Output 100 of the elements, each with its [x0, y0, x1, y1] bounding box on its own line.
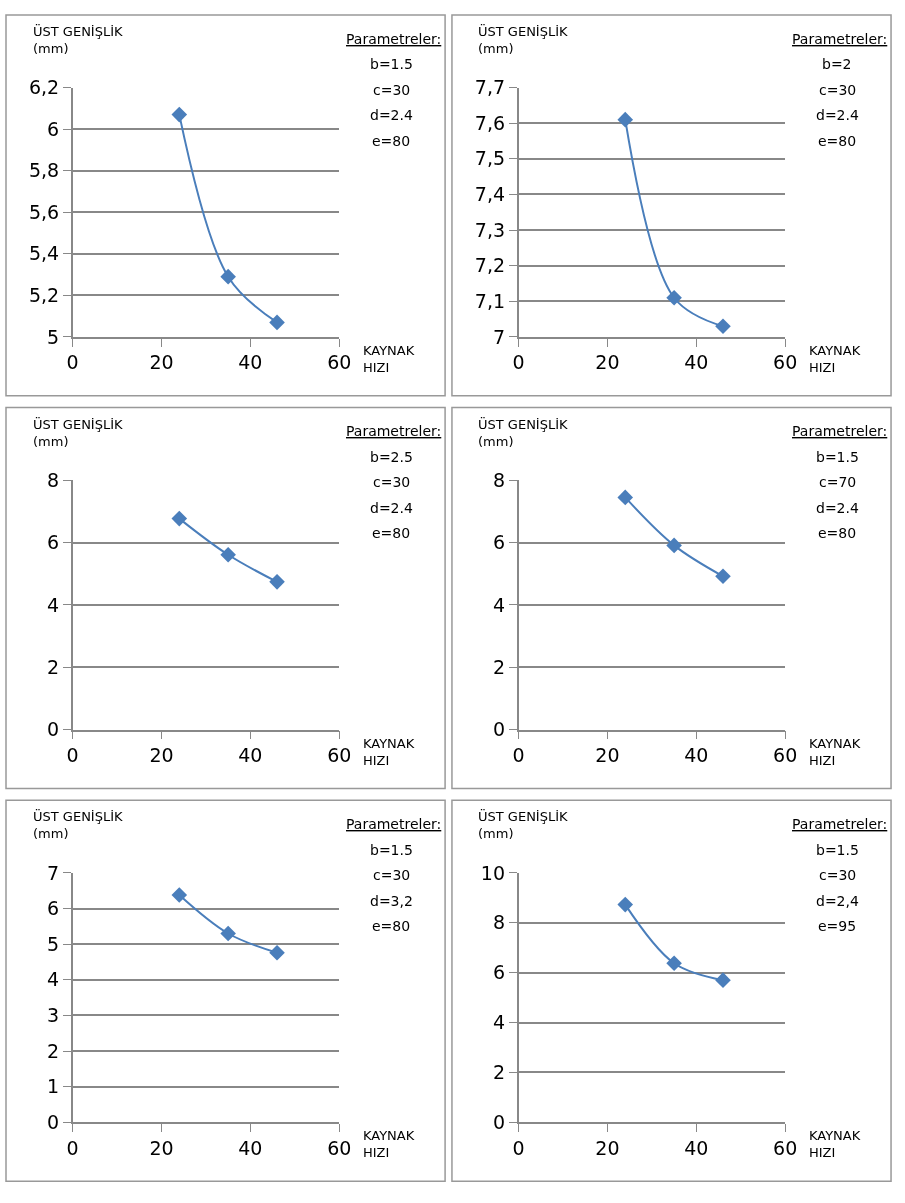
x-tick-label: 40 [238, 744, 263, 767]
x-axis-title: KAYNAK HIZI [363, 343, 415, 375]
text: e=80 [818, 133, 857, 149]
y-tick-label: 4 [47, 968, 60, 991]
y-tick-label: 2 [492, 655, 506, 678]
y-tick-label: 5,4 [28, 242, 60, 265]
y-axis-title: ÜST GENİŞLİK (mm) [478, 23, 569, 56]
x-tick-label: 40 [238, 1136, 263, 1159]
y-tick-label: 8 [492, 468, 506, 491]
text: Parametreler: [792, 816, 888, 832]
y-tick-label: 5,2 [28, 284, 60, 307]
text: d=2.4 [816, 500, 859, 516]
x-axis-title: KAYNAK HIZI [363, 736, 415, 768]
y-axis-title: ÜST GENİŞLİK (mm) [33, 23, 124, 56]
y-tick-label: 6 [47, 117, 60, 140]
text: b=1.5 [816, 842, 859, 858]
y-tick-label: 0 [492, 718, 506, 741]
y-axis-title: ÜST GENİŞLİK (mm) [478, 416, 569, 449]
x-axis-title: KAYNAK HIZI [809, 343, 861, 375]
text: Parametreler: [792, 423, 888, 439]
y-axis-title: ÜST GENİŞLİK (mm) [33, 808, 124, 841]
y-tick-label: 7,2 [474, 254, 506, 277]
x-tick-label: 40 [684, 351, 709, 374]
point [617, 896, 634, 913]
y-tick-label: 5 [47, 932, 60, 955]
text: Parametreler: [346, 816, 442, 832]
point [666, 289, 682, 306]
point [269, 314, 285, 331]
text: Parametreler: [346, 423, 442, 439]
point [666, 537, 682, 554]
x-tick-label: 20 [595, 744, 620, 767]
text: c=30 [373, 867, 411, 883]
text: c=30 [373, 474, 411, 490]
y-tick-label: 6 [492, 531, 506, 554]
point [666, 955, 682, 972]
x-tick-label: 20 [149, 744, 174, 767]
y-tick-label: 6 [47, 531, 60, 554]
x-axis-title: KAYNAK HIZI [809, 736, 861, 768]
x-tick-label: 0 [66, 744, 79, 767]
point [171, 887, 188, 903]
x-tick-label: 20 [149, 1136, 174, 1159]
y-tick-label: 1 [47, 1075, 60, 1098]
x-tick-label: 0 [512, 1136, 525, 1159]
x-tick-label: 60 [773, 744, 798, 767]
y-tick-label: 2 [492, 1061, 506, 1084]
x-tick-label: 0 [66, 351, 79, 374]
y-tick-label: 5,8 [28, 159, 60, 182]
x-tick-label: 40 [238, 351, 263, 374]
y-tick-label: 5 [47, 325, 60, 348]
x-tick-label: 40 [684, 1136, 709, 1159]
y-tick-label: 6 [492, 961, 506, 984]
y-tick-label: 7,3 [474, 218, 506, 241]
x-tick-label: 60 [327, 351, 352, 374]
point [715, 972, 731, 988]
y-tick-label: 3 [47, 1004, 60, 1027]
point [220, 925, 236, 942]
y-tick-label: 7,6 [474, 111, 506, 134]
x-tick-label: 60 [773, 1136, 798, 1159]
point [171, 106, 188, 123]
x-tick-label: 40 [684, 744, 709, 767]
x-axis-title: KAYNAK HIZI [809, 1128, 861, 1160]
y-tick-label: 7 [47, 861, 60, 884]
y-tick-label: 7 [492, 325, 506, 348]
point [220, 268, 236, 285]
x-tick-label: 0 [512, 351, 525, 374]
y-tick-label: 4 [47, 593, 60, 616]
text: Parametreler: [792, 31, 888, 47]
text: e=95 [818, 918, 857, 934]
x-tick-label: 60 [327, 1136, 352, 1159]
x-tick-label: 20 [595, 351, 620, 374]
text: b=2.5 [370, 449, 413, 465]
point [715, 318, 731, 335]
text: c=30 [819, 867, 857, 883]
y-tick-label: 7,4 [474, 183, 506, 206]
text: b=1.5 [816, 449, 859, 465]
x-tick-label: 20 [149, 351, 174, 374]
text: b=2 [822, 56, 852, 72]
y-tick-label: 6,2 [28, 76, 60, 99]
text: c=70 [819, 474, 857, 490]
y-tick-label: 7,1 [474, 289, 506, 312]
text: d=2.4 [370, 500, 413, 516]
x-tick-label: 60 [773, 351, 798, 374]
text: d=2,4 [816, 893, 859, 909]
y-tick-label: 4 [492, 593, 506, 616]
x-tick-label: 20 [595, 1136, 620, 1159]
y-tick-label: 4 [492, 1011, 506, 1034]
point [171, 510, 188, 527]
y-axis-title: ÜST GENİŞLİK (mm) [33, 416, 124, 449]
text: e=80 [372, 525, 411, 541]
x-tick-label: 0 [512, 744, 525, 767]
y-tick-label: 10 [480, 861, 506, 884]
point [220, 546, 236, 563]
text: e=80 [372, 133, 411, 149]
text: e=80 [818, 525, 857, 541]
y-tick-label: 0 [47, 718, 60, 741]
y-tick-label: 6 [47, 897, 60, 920]
text: c=30 [373, 82, 411, 98]
text: c=30 [819, 82, 857, 98]
x-tick-label: 60 [327, 744, 352, 767]
text: e=80 [372, 918, 411, 934]
